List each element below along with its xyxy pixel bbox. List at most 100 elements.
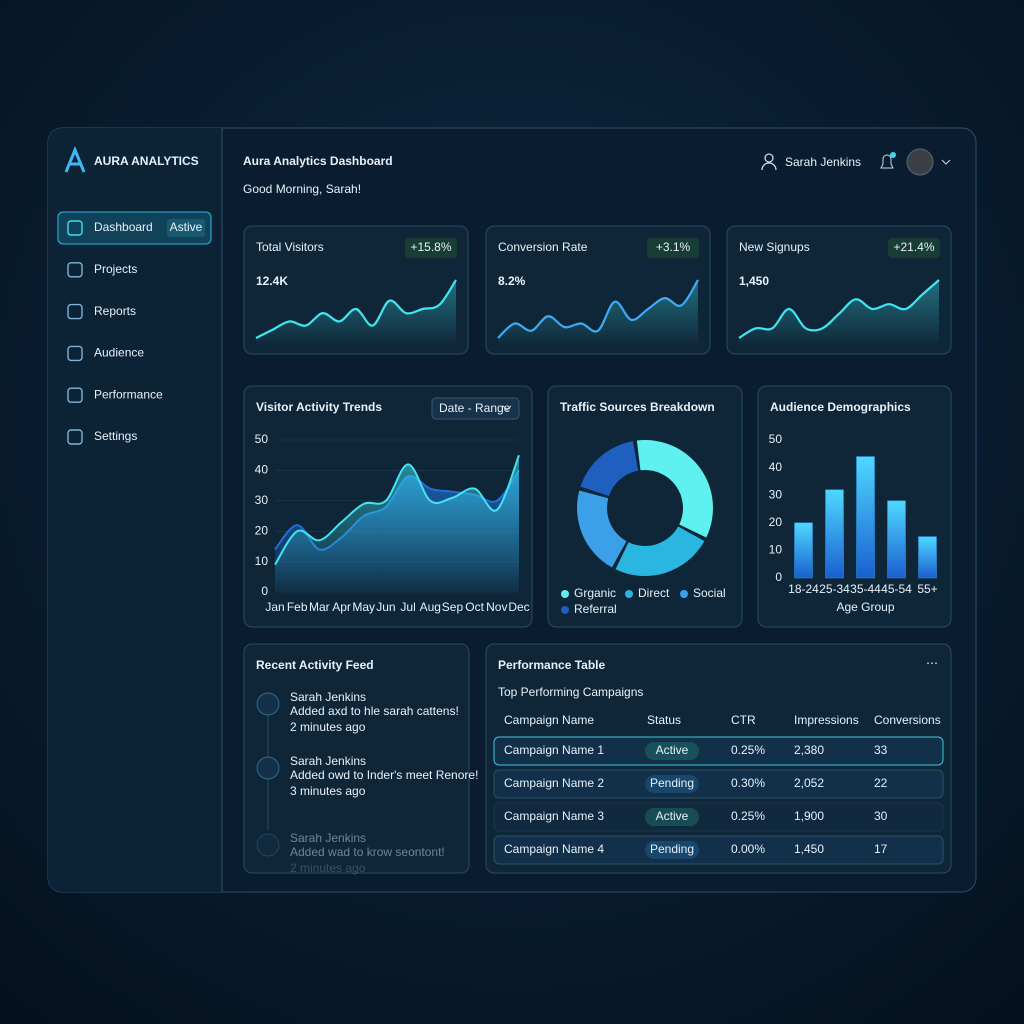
table-cell: 2,052 [794,776,824,790]
date-range-label[interactable]: Date - Range [439,401,511,415]
table-cell: 0.00% [731,842,765,856]
x-tick-label: Oct [465,600,484,614]
sidebar [48,128,222,892]
x-axis-label: Age Group [836,600,894,614]
nav-label[interactable]: Reports [94,304,136,318]
x-tick-label: Feb [287,600,308,614]
table-row[interactable] [493,769,944,799]
legend-label: Social [693,586,726,600]
notification-bell[interactable] [880,152,896,169]
nav-icon[interactable] [67,303,83,320]
table-cell: Campaign Name 3 [504,809,604,823]
column-header: Impressions [794,713,859,727]
legend-dot [561,590,569,598]
page-title: Aura Analytics Dashboard [243,154,393,168]
y-tick-label: 20 [255,523,269,537]
column-header: CTR [731,713,756,727]
kpi-change-bg [647,238,699,258]
nav-label[interactable]: Dashboard [94,220,153,234]
table-cell: 30 [874,809,888,823]
legend-dot [680,590,688,598]
kpi-value: 8.2% [498,274,526,288]
feed-icon [256,756,280,780]
user-menu-chevron[interactable] [941,159,951,165]
y-tick-label: 50 [255,432,269,446]
dropdown-chevron[interactable] [502,405,512,411]
user-name[interactable]: Sarah Jenkins [785,155,861,169]
legend-label: Grganic [574,586,616,600]
table-cell: 1,450 [794,842,824,856]
chart-card [547,385,743,628]
table-cell: 33 [874,743,888,757]
kpi-label: Total Visitors [256,240,324,254]
feed-time: 2 minutes ago [290,720,366,734]
nav-label[interactable]: Performance [94,387,163,401]
table-cell: Campaign Name 4 [504,842,604,856]
date-range-dropdown[interactable] [431,397,520,420]
x-tick-label: Jun [376,600,395,614]
nav-icon[interactable] [67,429,83,445]
bar [918,536,937,579]
kpi-change: +15.8% [410,240,451,254]
y-tick-label: 40 [769,460,783,474]
donut-segment [580,441,639,497]
y-tick-label: 30 [255,493,269,507]
x-tick-label: 55+ [917,582,937,596]
table-title: Performance Table [498,658,605,672]
area-fill [275,455,519,592]
table-row[interactable] [493,835,944,865]
column-header: Conversions [874,713,941,727]
sparkline-fill [256,280,456,345]
sparkline-fill [498,280,698,345]
nav-label[interactable]: Audience [94,346,144,360]
nav-badge-bg [167,219,205,237]
y-tick-label: 0 [261,584,268,598]
nav-label[interactable]: Projects [94,262,137,276]
nav-icon[interactable] [67,262,83,278]
table-cell: 0.25% [731,809,765,823]
table-row[interactable] [493,802,944,832]
kpi-value: 12.4K [256,274,288,288]
status-pill [645,775,699,793]
feed-title: Recent Activity Feed [256,658,374,672]
chart-title: Audience Demographics [770,400,911,414]
nav-icon[interactable] [67,387,83,403]
table-subtitle: Top Performing Campaigns [498,685,643,699]
kpi-label: New Signups [739,240,810,254]
chart-title: Visitor Activity Trends [256,400,382,414]
donut-segment [615,526,705,576]
x-tick-label: 35-44 [850,582,881,596]
bar [887,500,906,579]
x-tick-label: Aug [420,600,441,614]
area-line [274,454,520,566]
nav-label[interactable]: Settings [94,429,137,443]
kpi-value: 1,450 [739,274,769,288]
x-tick-label: May [352,600,375,614]
kpi-change-bg [888,238,940,258]
legend-label: Direct [638,586,670,600]
table-menu[interactable]: ⋯ [926,656,938,670]
legend-dot [561,606,569,614]
nav-icon[interactable] [67,345,83,362]
y-tick-label: 10 [769,543,783,557]
y-tick-label: 0 [775,570,782,584]
nav-badge: Astive [170,220,203,234]
table-cell: 1,900 [794,809,824,823]
x-tick-label: Nov [486,600,507,614]
user-icon [761,153,777,171]
table-cell: Campaign Name 1 [504,743,604,757]
nav-icon[interactable] [67,220,83,236]
column-header: Campaign Name [504,713,594,727]
feed-name: Sarah Jenkins [290,690,366,704]
table-row[interactable] [493,736,944,766]
x-tick-label: 25-34 [819,582,850,596]
avatar[interactable] [906,148,934,176]
feed-icon [256,833,280,857]
feed-icon [256,692,280,716]
status-pill [645,742,699,760]
status-label: Pending [650,842,694,856]
y-tick-label: 20 [769,515,783,529]
status-label: Active [656,809,689,823]
